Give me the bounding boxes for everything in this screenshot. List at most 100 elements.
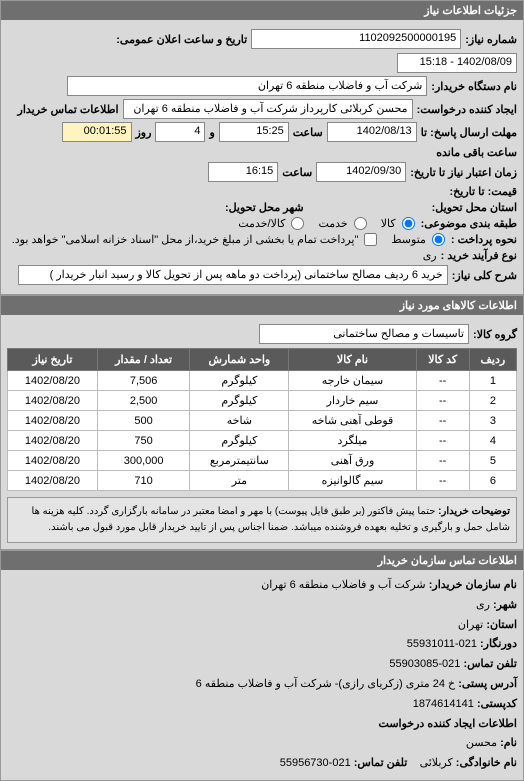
table-cell: 4	[469, 431, 516, 451]
fax-value: 021-55931011	[407, 638, 477, 650]
advance-note: "پرداخت تمام یا بخشی از مبلغ خرید،از محل…	[12, 233, 359, 246]
desc-label: شرح کلی نیاز:	[452, 269, 517, 282]
radio-post[interactable]	[432, 233, 445, 246]
tel-label: تلفن تماس:	[354, 757, 408, 769]
table-header: کد کالا	[416, 349, 469, 371]
group-value: تاسیسات و مصالح ساختمانی	[259, 324, 469, 344]
name-label: نام:	[500, 737, 517, 749]
valid-label: زمان اعتبار نیاز تا تاریخ:	[410, 166, 517, 179]
buyer-value: شرکت آب و فاضلاب منطقه 6 تهران	[67, 76, 427, 96]
table-cell: 2	[469, 391, 516, 411]
table-cell: 1402/08/20	[8, 371, 98, 391]
table-cell: 6	[469, 471, 516, 491]
checkbox-treasury[interactable]	[364, 233, 377, 246]
radio-goods[interactable]	[402, 217, 415, 230]
table-row: 5--ورق آهنیسانتیمترمربع300,0001402/08/20	[8, 451, 517, 471]
org-value: شرکت آب و فاضلاب منطقه 6 تهران	[261, 579, 425, 591]
time-label-2: ساعت	[282, 166, 312, 179]
table-header: واحد شمارش	[190, 349, 289, 371]
table-header: تاریخ نیاز	[8, 349, 98, 371]
phone-label: تلفن تماس:	[463, 658, 517, 670]
section2-header: اطلاعات کالاهای مورد نیاز	[1, 296, 523, 315]
table-cell: 7,506	[97, 371, 189, 391]
table-cell: کیلوگرم	[190, 431, 289, 451]
family-value: کربلائی	[420, 757, 453, 769]
table-cell: میلگرد	[289, 431, 416, 451]
table-cell: 1402/08/20	[8, 471, 98, 491]
desc-value: خرید 6 ردیف مصالح ساختمانی (پرداخت دو ما…	[18, 265, 448, 285]
table-cell: --	[416, 391, 469, 411]
section1-header: جزئیات اطلاعات نیاز	[1, 1, 523, 20]
advance-label: نحوه پرداخت :	[451, 233, 517, 246]
table-cell: 1	[469, 371, 516, 391]
family-label: نام خانوادگی:	[456, 757, 517, 769]
requester-value: محسن کربلائی کارپرداز شرکت آب و فاضلاب م…	[123, 99, 413, 119]
process-label: نوع فرآیند خرید :	[441, 249, 517, 262]
c-city-label: شهر:	[493, 599, 517, 611]
table-header: نام کالا	[289, 349, 416, 371]
day-label: روز	[136, 126, 152, 139]
addr-value: خ 24 متری (زکریای رازی)- شرکت آب و فاضلا…	[196, 678, 455, 690]
sub-title: اطلاعات ایجاد کننده درخواست	[379, 718, 517, 730]
announce-value: 1402/08/09 - 15:18	[397, 53, 517, 73]
name-value: محسن	[466, 737, 497, 749]
table-cell: کیلوگرم	[190, 391, 289, 411]
valid-date: 1402/09/30	[316, 162, 406, 182]
buyer-label: نام دستگاه خریدار:	[431, 80, 517, 93]
addr-label: آدرس پستی:	[458, 678, 517, 690]
table-cell: ورق آهنی	[289, 451, 416, 471]
table-cell: 1402/08/20	[8, 431, 98, 451]
radio-goods-service[interactable]	[291, 217, 304, 230]
table-cell: 1402/08/20	[8, 451, 98, 471]
note-label: توضیحات خریدار:	[438, 506, 510, 517]
radio-service[interactable]	[354, 217, 367, 230]
table-cell: 710	[97, 471, 189, 491]
table-cell: متر	[190, 471, 289, 491]
table-cell: 1402/08/20	[8, 411, 98, 431]
table-cell: 2,500	[97, 391, 189, 411]
table-cell: سیم خاردار	[289, 391, 416, 411]
info-label: اطلاعات تماس خریدار	[18, 103, 119, 116]
city-label: شهر محل تحویل:	[225, 201, 304, 214]
remain-label: ساعت باقی مانده	[436, 146, 517, 159]
table-cell: --	[416, 431, 469, 451]
table-cell: 750	[97, 431, 189, 451]
table-cell: قوطی آهنی شاخه	[289, 411, 416, 431]
table-cell: کیلوگرم	[190, 371, 289, 391]
items-table: ردیفکد کالانام کالاواحد شمارشتعداد / مقد…	[7, 348, 517, 491]
province-label: استان:	[486, 619, 517, 631]
req-no: 1102092500000195	[251, 29, 461, 49]
table-header: تعداد / مقدار	[97, 349, 189, 371]
org-label: نام سازمان خریدار:	[429, 579, 517, 591]
group-label: گروه کالا:	[473, 328, 517, 341]
location-label: استان محل تحویل:	[432, 201, 517, 214]
deadline-label: مهلت ارسال پاسخ: تا	[421, 126, 517, 139]
table-row: 3--قوطی آهنی شاخهشاخه5001402/08/20	[8, 411, 517, 431]
table-cell: 3	[469, 411, 516, 431]
deadline-time: 15:25	[219, 122, 289, 142]
table-cell: 500	[97, 411, 189, 431]
post-value: 1874614141	[413, 698, 474, 710]
table-cell: شاخه	[190, 411, 289, 431]
days-value: 4	[155, 122, 205, 142]
table-row: 4--میلگردکیلوگرم7501402/08/20	[8, 431, 517, 451]
table-cell: سیم گالوانیزه	[289, 471, 416, 491]
table-cell: سانتیمترمربع	[190, 451, 289, 471]
post-label: کدپستی:	[477, 698, 517, 710]
radio-goods-service-label: کالا/خدمت	[238, 217, 285, 230]
table-row: 6--سیم گالوانیزهمتر7101402/08/20	[8, 471, 517, 491]
province-value: تهران	[458, 619, 483, 631]
radio-post-label: متوسط	[391, 233, 426, 246]
requester-label: ایجاد کننده درخواست:	[417, 103, 517, 116]
req-no-label: شماره نیاز:	[465, 33, 517, 46]
c-city-value: ری	[476, 599, 490, 611]
and-label: و	[209, 126, 214, 139]
phone-value: 021-55903085	[389, 658, 460, 670]
price-label: قیمت: تا تاریخ:	[450, 185, 517, 198]
table-cell: 5	[469, 451, 516, 471]
time-label-1: ساعت	[293, 126, 323, 139]
radio-service-label: خدمت	[318, 217, 347, 230]
table-cell: سیمان خارجه	[289, 371, 416, 391]
table-cell: --	[416, 451, 469, 471]
valid-time: 16:15	[208, 162, 278, 182]
